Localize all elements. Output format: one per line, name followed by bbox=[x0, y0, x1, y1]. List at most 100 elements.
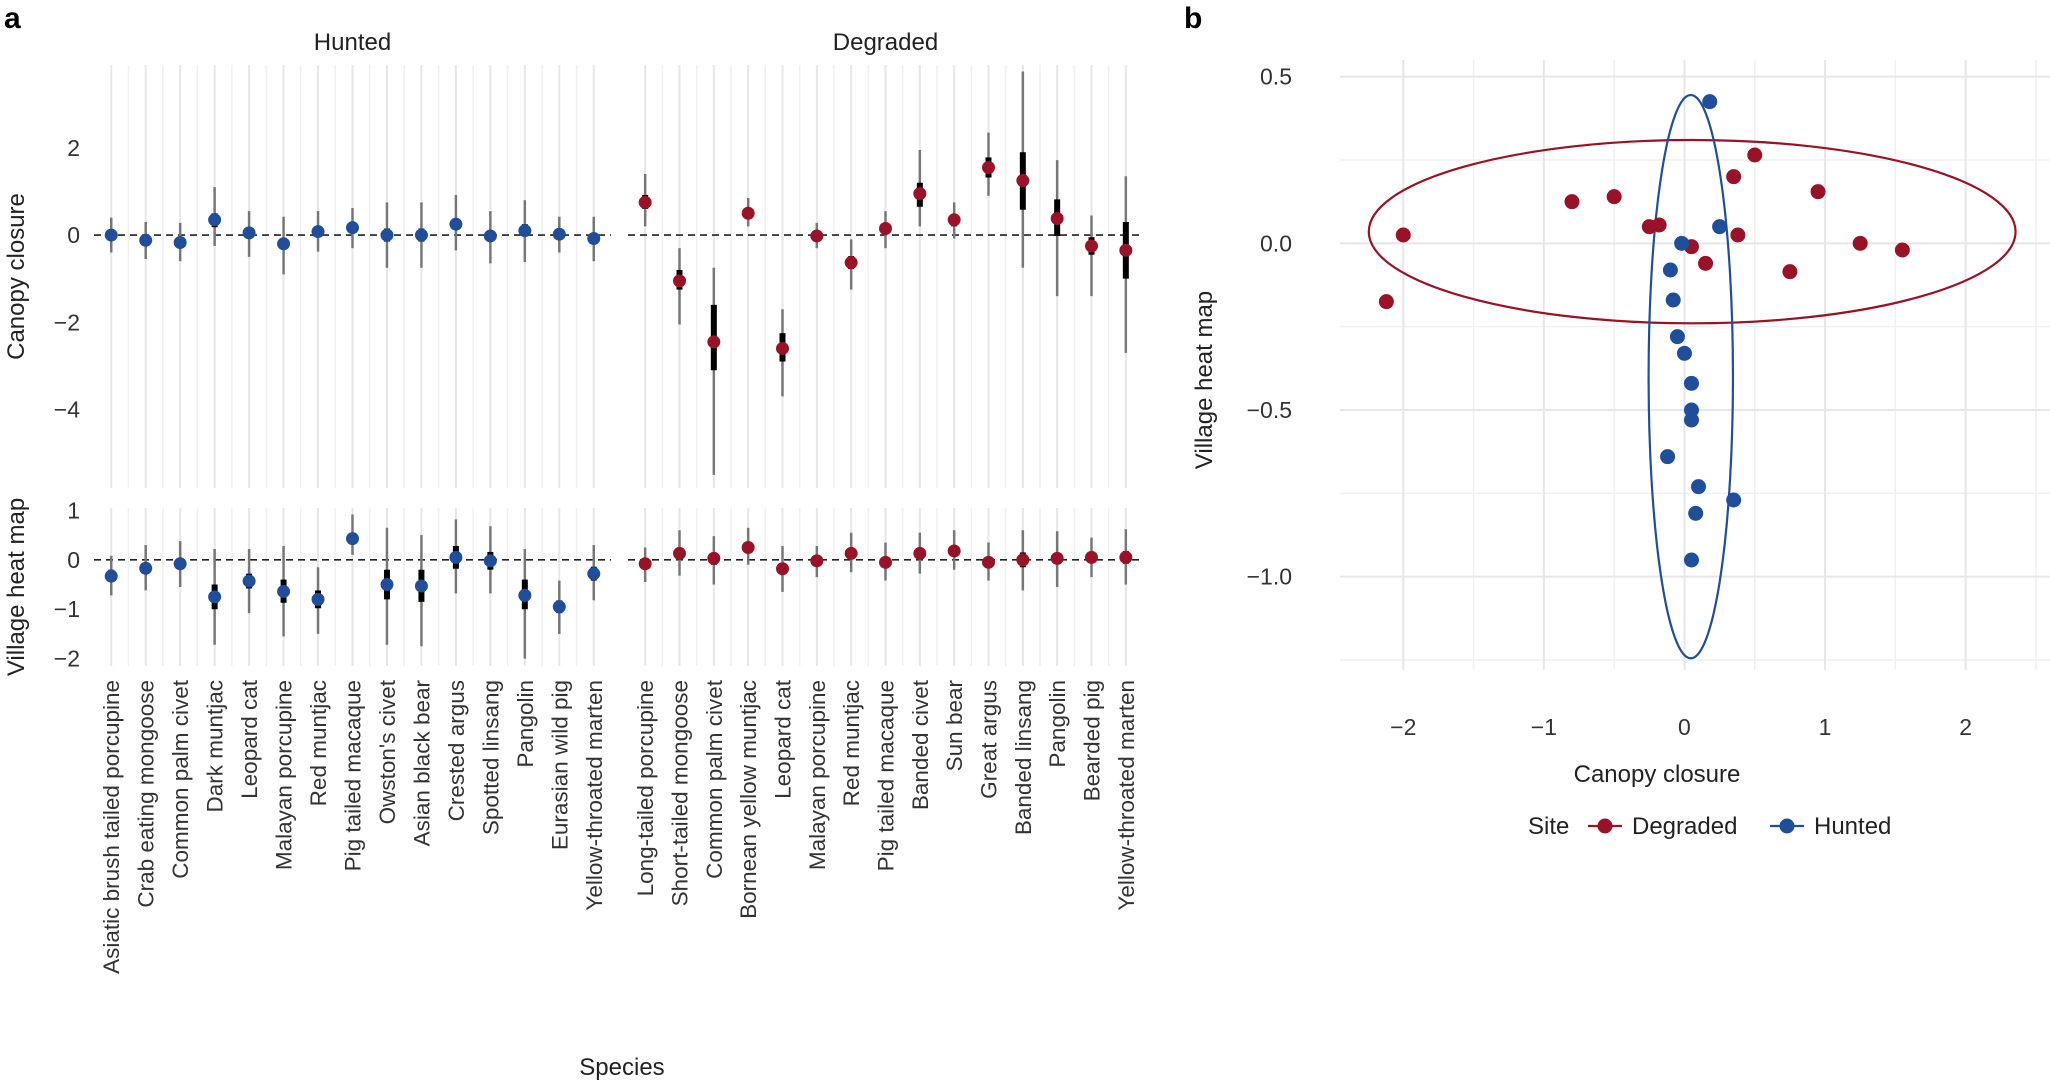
data-point bbox=[947, 213, 961, 227]
data-point-degraded bbox=[1782, 264, 1798, 280]
estimate-degraded-canopy-common-palm-civet bbox=[707, 267, 721, 475]
data-point bbox=[208, 213, 222, 227]
estimate-hunted-canopy-yellow-throated-marten bbox=[587, 216, 601, 262]
estimate-hunted-canopy-spotted-linsang bbox=[483, 211, 497, 264]
estimate-hunted-village-red-muntjac bbox=[311, 567, 325, 634]
data-point bbox=[587, 567, 601, 581]
estimate-hunted-village-common-palm-civet bbox=[173, 541, 187, 587]
data-point bbox=[776, 341, 789, 355]
estimate-hunted-village-pig-tailed-macaque bbox=[346, 514, 359, 555]
y-tick-label-village: 1 bbox=[67, 497, 80, 523]
data-point bbox=[1085, 550, 1098, 564]
legend-key-point-degraded bbox=[1597, 818, 1613, 834]
data-point bbox=[346, 221, 359, 235]
data-point bbox=[982, 555, 995, 569]
data-point-hunted bbox=[1702, 94, 1718, 110]
data-point bbox=[277, 584, 291, 598]
data-point bbox=[552, 227, 566, 241]
x-tick-label-degraded-great-argus: Great argus bbox=[977, 680, 1002, 799]
data-point-hunted bbox=[1662, 262, 1678, 278]
x-tick-label-degraded-yellow-throated-marten: Yellow-throated marten bbox=[1114, 680, 1139, 911]
data-point-degraded bbox=[1726, 169, 1742, 185]
x-tick-label-hunted-pangolin: Pangolin bbox=[513, 680, 538, 768]
x-tick-label-degraded-banded-civet: Banded civet bbox=[908, 679, 933, 810]
data-point bbox=[844, 256, 858, 270]
data-point-degraded bbox=[1747, 147, 1763, 163]
x-tick-label: 2 bbox=[1959, 714, 1972, 740]
data-point bbox=[483, 229, 497, 243]
data-point-degraded bbox=[1810, 184, 1826, 200]
estimate-hunted-village-crested-argus bbox=[449, 519, 463, 594]
x-tick-label-hunted-common-palm-civet: Common palm civet bbox=[168, 679, 193, 879]
estimate-hunted-village-asiatic-brush-tailed-porcupine bbox=[104, 555, 118, 596]
y-tick-label: 0.5 bbox=[1260, 64, 1292, 90]
x-tick-label: −1 bbox=[1531, 714, 1557, 740]
estimate-degraded-canopy-great-argus bbox=[982, 132, 995, 196]
estimate-hunted-canopy-asian-black-bear bbox=[414, 202, 428, 268]
legend-entry-hunted: Hunted bbox=[1814, 813, 1891, 840]
x-tick-label-degraded-common-palm-civet: Common palm civet bbox=[702, 679, 727, 879]
estimate-degraded-village-short-tailed-mongoose bbox=[673, 530, 686, 576]
estimate-hunted-village-yellow-throated-marten bbox=[587, 545, 601, 601]
x-tick-label-hunted-owston-s-civet: Owston's civet bbox=[375, 679, 400, 824]
data-point-hunted bbox=[1676, 345, 1692, 361]
y-tick-label-village: 0 bbox=[67, 547, 80, 573]
data-point bbox=[913, 187, 927, 201]
x-tick-label-degraded-pangolin: Pangolin bbox=[1045, 680, 1070, 768]
data-point bbox=[810, 554, 824, 568]
y-tick-label-village: −2 bbox=[54, 646, 80, 672]
estimate-hunted-village-asian-black-bear bbox=[414, 535, 428, 647]
data-point bbox=[380, 228, 394, 242]
estimate-hunted-canopy-crab-eating-mongoose bbox=[139, 221, 153, 260]
y-tick-label-village: −1 bbox=[54, 596, 80, 622]
x-tick-label-hunted-asiatic-brush-tailed-porcupine: Asiatic brush tailed porcupine bbox=[99, 680, 124, 974]
estimate-hunted-canopy-red-muntjac bbox=[311, 211, 325, 252]
data-point bbox=[741, 206, 755, 220]
estimate-degraded-village-red-muntjac bbox=[844, 532, 858, 573]
estimate-degraded-canopy-yellow-throated-marten bbox=[1119, 176, 1133, 353]
estimate-degraded-canopy-pangolin bbox=[1050, 160, 1064, 297]
estimate-hunted-village-spotted-linsang bbox=[483, 526, 497, 594]
data-point-hunted bbox=[1665, 292, 1681, 308]
estimate-hunted-canopy-crested-argus bbox=[449, 194, 463, 251]
x-tick-label-hunted-pig-tailed-macaque: Pig tailed macaque bbox=[341, 680, 366, 871]
data-point bbox=[673, 546, 686, 560]
x-tick-label-degraded-long-tailed-porcupine: Long-tailed porcupine bbox=[633, 680, 658, 896]
estimate-degraded-canopy-pig-tailed-macaque bbox=[879, 211, 892, 249]
data-point bbox=[879, 222, 892, 236]
data-point bbox=[1050, 212, 1064, 226]
data-point-hunted bbox=[1691, 479, 1707, 495]
data-point-hunted bbox=[1674, 235, 1690, 251]
facet-label-degraded: Degraded bbox=[833, 29, 938, 56]
data-point bbox=[1016, 174, 1030, 188]
estimate-hunted-village-crab-eating-mongoose bbox=[139, 545, 153, 591]
legend-key-point-hunted bbox=[1779, 818, 1795, 834]
data-point bbox=[104, 228, 118, 242]
data-point bbox=[1119, 550, 1133, 564]
data-point bbox=[173, 235, 187, 249]
x-tick-label-hunted-leopard-cat: Leopard cat bbox=[237, 679, 262, 799]
data-point bbox=[277, 237, 291, 251]
data-point-degraded bbox=[1378, 294, 1394, 310]
estimate-hunted-village-leopard-cat bbox=[242, 548, 256, 614]
x-tick-label: 1 bbox=[1819, 714, 1832, 740]
data-point bbox=[414, 228, 428, 242]
panel-label-a: a bbox=[4, 2, 21, 35]
y-tick-label-canopy: −4 bbox=[54, 397, 80, 423]
data-point-degraded bbox=[1564, 194, 1580, 210]
data-point bbox=[707, 335, 721, 349]
x-tick-label-hunted-eurasian-wild-pig: Eurasian wild pig bbox=[547, 680, 572, 850]
data-point bbox=[982, 160, 995, 174]
estimate-hunted-canopy-malayan-porcupine bbox=[277, 216, 291, 275]
data-point bbox=[346, 532, 359, 546]
y-tick-label-canopy: 0 bbox=[67, 222, 80, 248]
estimate-degraded-village-yellow-throated-marten bbox=[1119, 529, 1133, 585]
estimate-degraded-village-pangolin bbox=[1050, 531, 1064, 587]
x-tick-label-hunted-asian-black-bear: Asian black bear bbox=[409, 680, 434, 847]
legend-entry-degraded: Degraded bbox=[1632, 813, 1737, 840]
estimate-degraded-village-bearded-pig bbox=[1085, 537, 1098, 578]
data-point bbox=[707, 551, 721, 565]
data-point bbox=[587, 232, 601, 246]
data-point-hunted bbox=[1660, 449, 1676, 465]
data-point bbox=[1085, 239, 1098, 253]
